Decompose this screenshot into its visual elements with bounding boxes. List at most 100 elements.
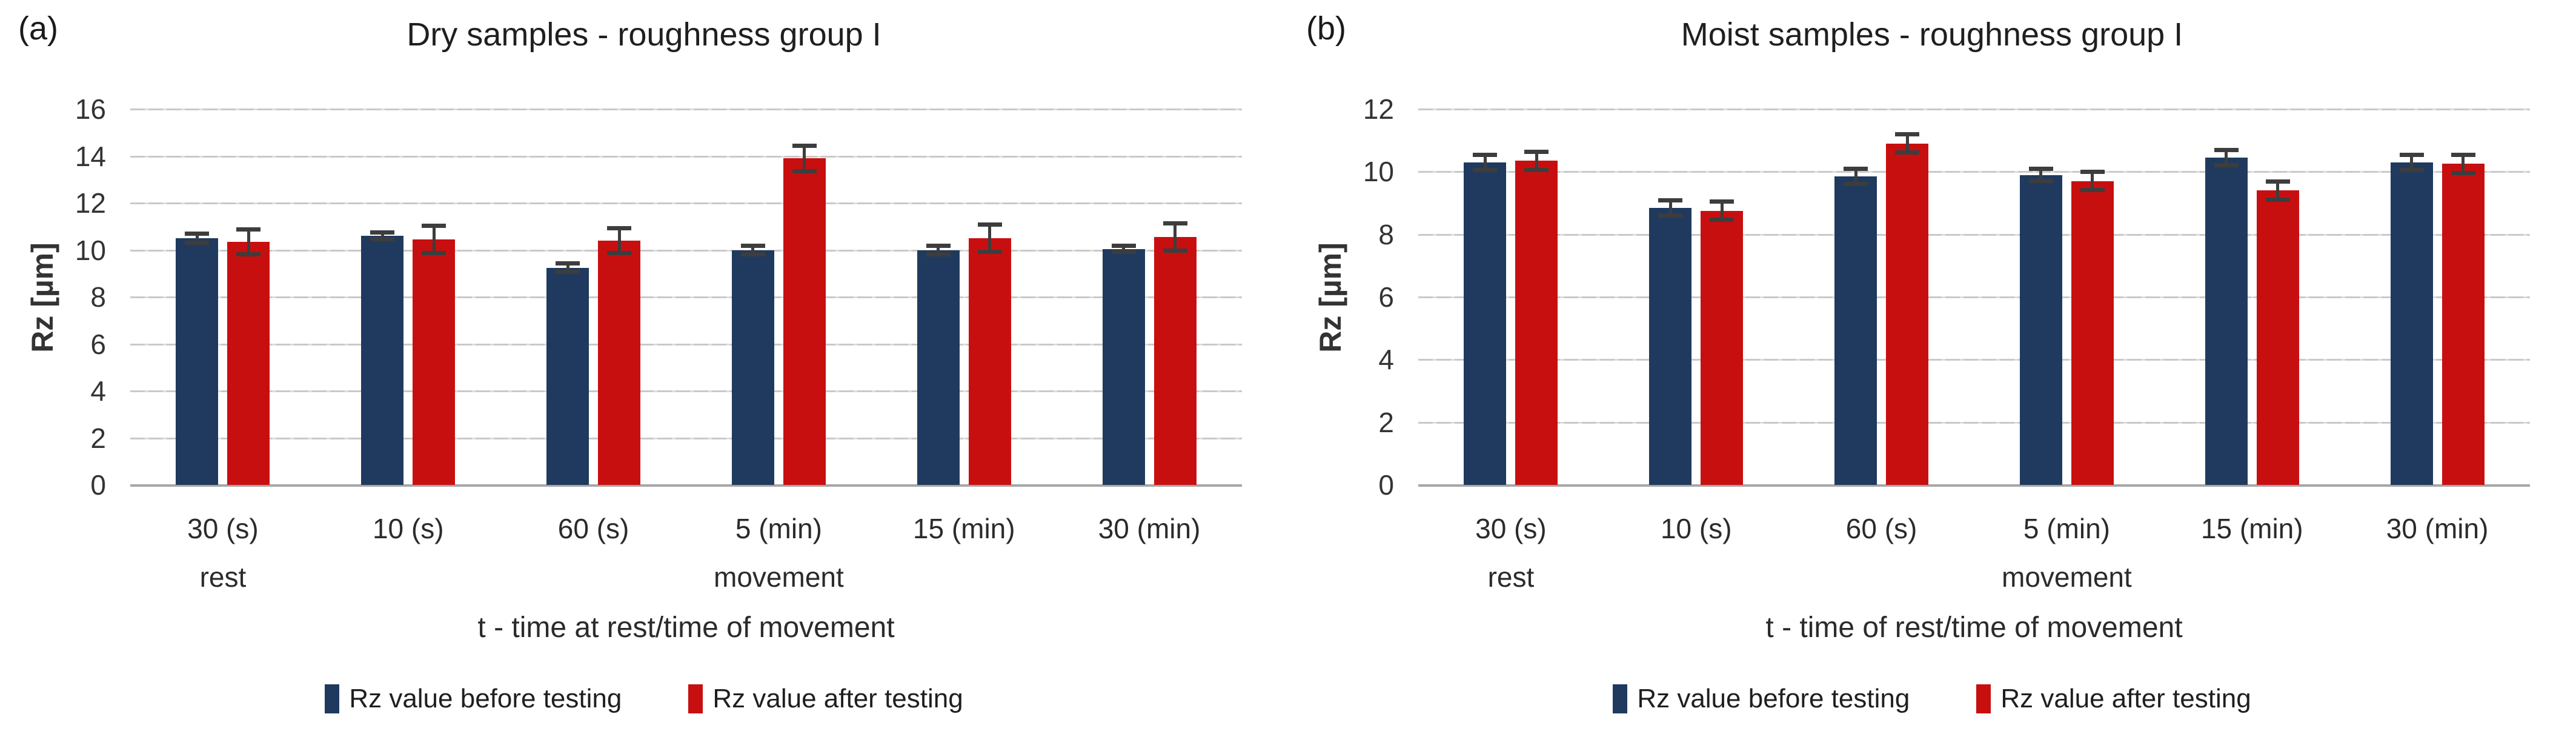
- panel-label-a: (a): [18, 10, 58, 47]
- error-bar: [247, 229, 250, 255]
- bar: [1886, 143, 1929, 485]
- error-bar: [937, 245, 940, 255]
- error-bar-cap-bottom: [2399, 167, 2424, 172]
- gridline: [1418, 296, 2530, 298]
- y-tick-label: 6: [1378, 281, 1394, 313]
- x-axis-line: [1418, 484, 2530, 487]
- y-tick-label: 12: [75, 187, 106, 219]
- error-bar-cap-top: [1710, 199, 1734, 204]
- error-bar: [2091, 172, 2094, 191]
- error-bar-cap-top: [236, 227, 261, 232]
- bar: [2019, 175, 2062, 485]
- error-bar: [566, 262, 569, 273]
- category-label: 30 (s): [1475, 513, 1547, 544]
- error-bar-cap-top: [1658, 198, 1683, 202]
- error-bar-cap-bottom: [792, 169, 817, 173]
- y-tick-label: 8: [90, 281, 106, 313]
- error-bar-cap-bottom: [2028, 178, 2053, 183]
- error-bar-cap-bottom: [1844, 182, 1868, 186]
- legend-label-before: Rz value before testing: [349, 684, 622, 713]
- category-label: 60 (s): [1845, 513, 1917, 544]
- y-tick-label: 4: [1378, 344, 1394, 376]
- y-tick-label: 8: [1378, 218, 1394, 250]
- error-bar: [803, 145, 806, 172]
- legend-label-after: Rz value after testing: [2000, 684, 2251, 713]
- bar: [1154, 237, 1197, 485]
- error-bar-cap-top: [370, 230, 395, 235]
- error-bar: [1173, 222, 1177, 252]
- bar: [546, 267, 589, 485]
- error-bar: [1535, 151, 1538, 170]
- bar: [968, 238, 1011, 485]
- error-bar-cap-top: [607, 225, 632, 230]
- before-series-swatch: [325, 684, 340, 713]
- error-bar-cap-top: [2080, 170, 2105, 175]
- error-bar-cap-top: [185, 232, 210, 236]
- error-bar-cap-bottom: [926, 252, 951, 257]
- error-bar: [2276, 181, 2280, 200]
- bar: [2390, 162, 2433, 485]
- y-tick-label: 2: [1378, 406, 1394, 438]
- error-bar-cap-top: [1895, 132, 1920, 137]
- error-bar-cap-top: [1524, 149, 1549, 154]
- legend-label-after: Rz value after testing: [712, 684, 963, 713]
- category-sublabel: rest: [1487, 561, 1535, 593]
- gridline: [130, 343, 1242, 345]
- legend-label-before: Rz value before testing: [1637, 684, 1910, 713]
- bar: [2071, 181, 2114, 485]
- error-bar: [380, 232, 384, 240]
- chart-title-b: Moist samples - roughness group I: [1681, 16, 2183, 53]
- gridline: [130, 202, 1242, 204]
- x-axis-title-b: t - time of rest/time of movement: [1765, 612, 2183, 644]
- bar: [1701, 210, 1744, 485]
- bar: [361, 236, 404, 485]
- y-tick-label: 10: [1363, 156, 1394, 188]
- error-bar-cap-bottom: [185, 240, 210, 245]
- category-sublabel: rest: [199, 561, 247, 593]
- bar: [2256, 190, 2299, 485]
- category-label: 30 (s): [187, 513, 259, 544]
- category-sublabel: movement: [714, 561, 844, 593]
- legend-item-before: Rz value before testing: [325, 684, 622, 714]
- after-series-swatch: [688, 684, 703, 713]
- error-bar-cap-top: [2451, 152, 2475, 157]
- gridline: [130, 249, 1242, 252]
- gridline: [130, 108, 1242, 110]
- category-sublabel: movement: [2002, 561, 2132, 593]
- gridline: [1418, 421, 2530, 424]
- error-bar-cap-bottom: [370, 237, 395, 242]
- error-bar-cap-bottom: [1524, 167, 1549, 172]
- bar: [1649, 207, 1692, 485]
- chart-panel-b: (b) Moist samples - roughness group I Rz…: [1288, 0, 2576, 751]
- bar: [598, 241, 641, 485]
- x-axis-title-a: t - time at rest/time of movement: [477, 612, 895, 644]
- chart-title-a: Dry samples - roughness group I: [407, 16, 881, 53]
- bar: [783, 158, 826, 485]
- error-bar-cap-top: [2028, 167, 2053, 172]
- error-bar: [1483, 154, 1487, 170]
- gridline: [130, 437, 1242, 439]
- error-bar: [2410, 154, 2414, 170]
- panel-label-b: (b): [1306, 10, 1346, 47]
- error-bar-cap-bottom: [2265, 197, 2290, 202]
- error-bar: [1854, 169, 1857, 184]
- chart-panel-a: (a) Dry samples - roughness group I Rz […: [18, 10, 1242, 714]
- error-bar: [432, 225, 436, 254]
- legend-item-after: Rz value after testing: [1976, 684, 2251, 714]
- gridline: [130, 155, 1242, 158]
- category-label: 10 (s): [1660, 513, 1732, 544]
- error-bar-cap-bottom: [236, 252, 261, 257]
- error-bar-cap-top: [2399, 152, 2424, 157]
- legend-b: Rz value before testing Rz value after t…: [1288, 684, 2576, 714]
- x-axis-line: [130, 484, 1242, 487]
- bar: [2442, 164, 2485, 485]
- error-bar-cap-bottom: [1111, 250, 1136, 255]
- error-bar-cap-bottom: [2451, 170, 2475, 175]
- error-bar: [2461, 154, 2465, 173]
- error-bar: [1122, 245, 1126, 253]
- legend-item-after: Rz value after testing: [688, 684, 963, 714]
- bar: [731, 250, 774, 485]
- before-series-swatch: [1613, 684, 1628, 713]
- bar: [176, 238, 219, 485]
- gridline: [1418, 108, 2530, 110]
